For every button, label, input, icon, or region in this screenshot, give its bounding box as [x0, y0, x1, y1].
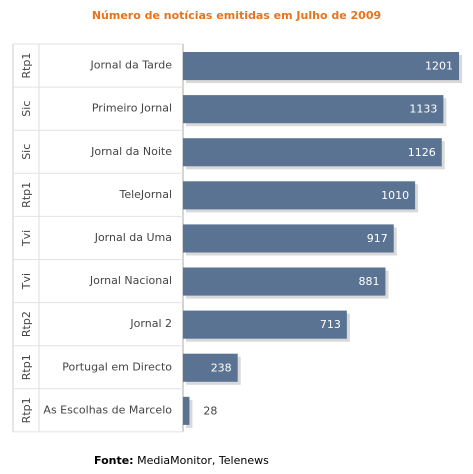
bar — [183, 224, 394, 253]
group-label: Rtp1 — [20, 397, 33, 423]
category-label: Portugal em Directo — [62, 360, 172, 373]
category-label: As Escolhas de Marcelo — [43, 403, 172, 416]
category-label: Primeiro Jornal — [92, 102, 172, 115]
bar — [183, 95, 444, 124]
data-label: 238 — [211, 361, 232, 374]
group-label: Rtp1 — [20, 53, 33, 79]
data-label: 917 — [367, 232, 388, 245]
source-label: Fonte: — [94, 454, 134, 467]
bar — [183, 52, 459, 81]
group-label: Sic — [20, 144, 33, 160]
chart-title: Número de notícias emitidas em Julho de … — [91, 9, 382, 22]
category-label: TeleJornal — [118, 188, 172, 201]
group-label: Tvi — [20, 273, 33, 290]
source-text: MediaMonitor, Telenews — [137, 454, 269, 467]
group-label: Rtp1 — [20, 182, 33, 208]
category-label: Jornal da Uma — [94, 231, 172, 244]
bar — [183, 396, 190, 425]
bar — [183, 353, 238, 382]
group-label: Sic — [20, 101, 33, 117]
group-label: Tvi — [20, 230, 33, 247]
source-note: Fonte: MediaMonitor, Telenews — [94, 454, 269, 467]
group-label: Rtp1 — [20, 354, 33, 380]
data-label: 28 — [203, 404, 217, 417]
bar — [183, 181, 416, 210]
data-label: 881 — [358, 275, 379, 288]
category-label: Jornal da Noite — [90, 145, 172, 158]
bar — [183, 138, 442, 167]
bar — [183, 310, 347, 339]
bar — [183, 267, 386, 296]
group-label: Rtp2 — [20, 311, 33, 337]
category-label: Jornal Nacional — [89, 274, 172, 287]
data-label: 1126 — [408, 146, 436, 159]
data-label: 713 — [320, 318, 341, 331]
data-label: 1201 — [425, 60, 453, 73]
category-label: Jornal da Tarde — [89, 59, 172, 72]
data-label: 1133 — [409, 103, 437, 116]
category-label: Jornal 2 — [129, 317, 172, 330]
data-label: 1010 — [381, 189, 409, 202]
